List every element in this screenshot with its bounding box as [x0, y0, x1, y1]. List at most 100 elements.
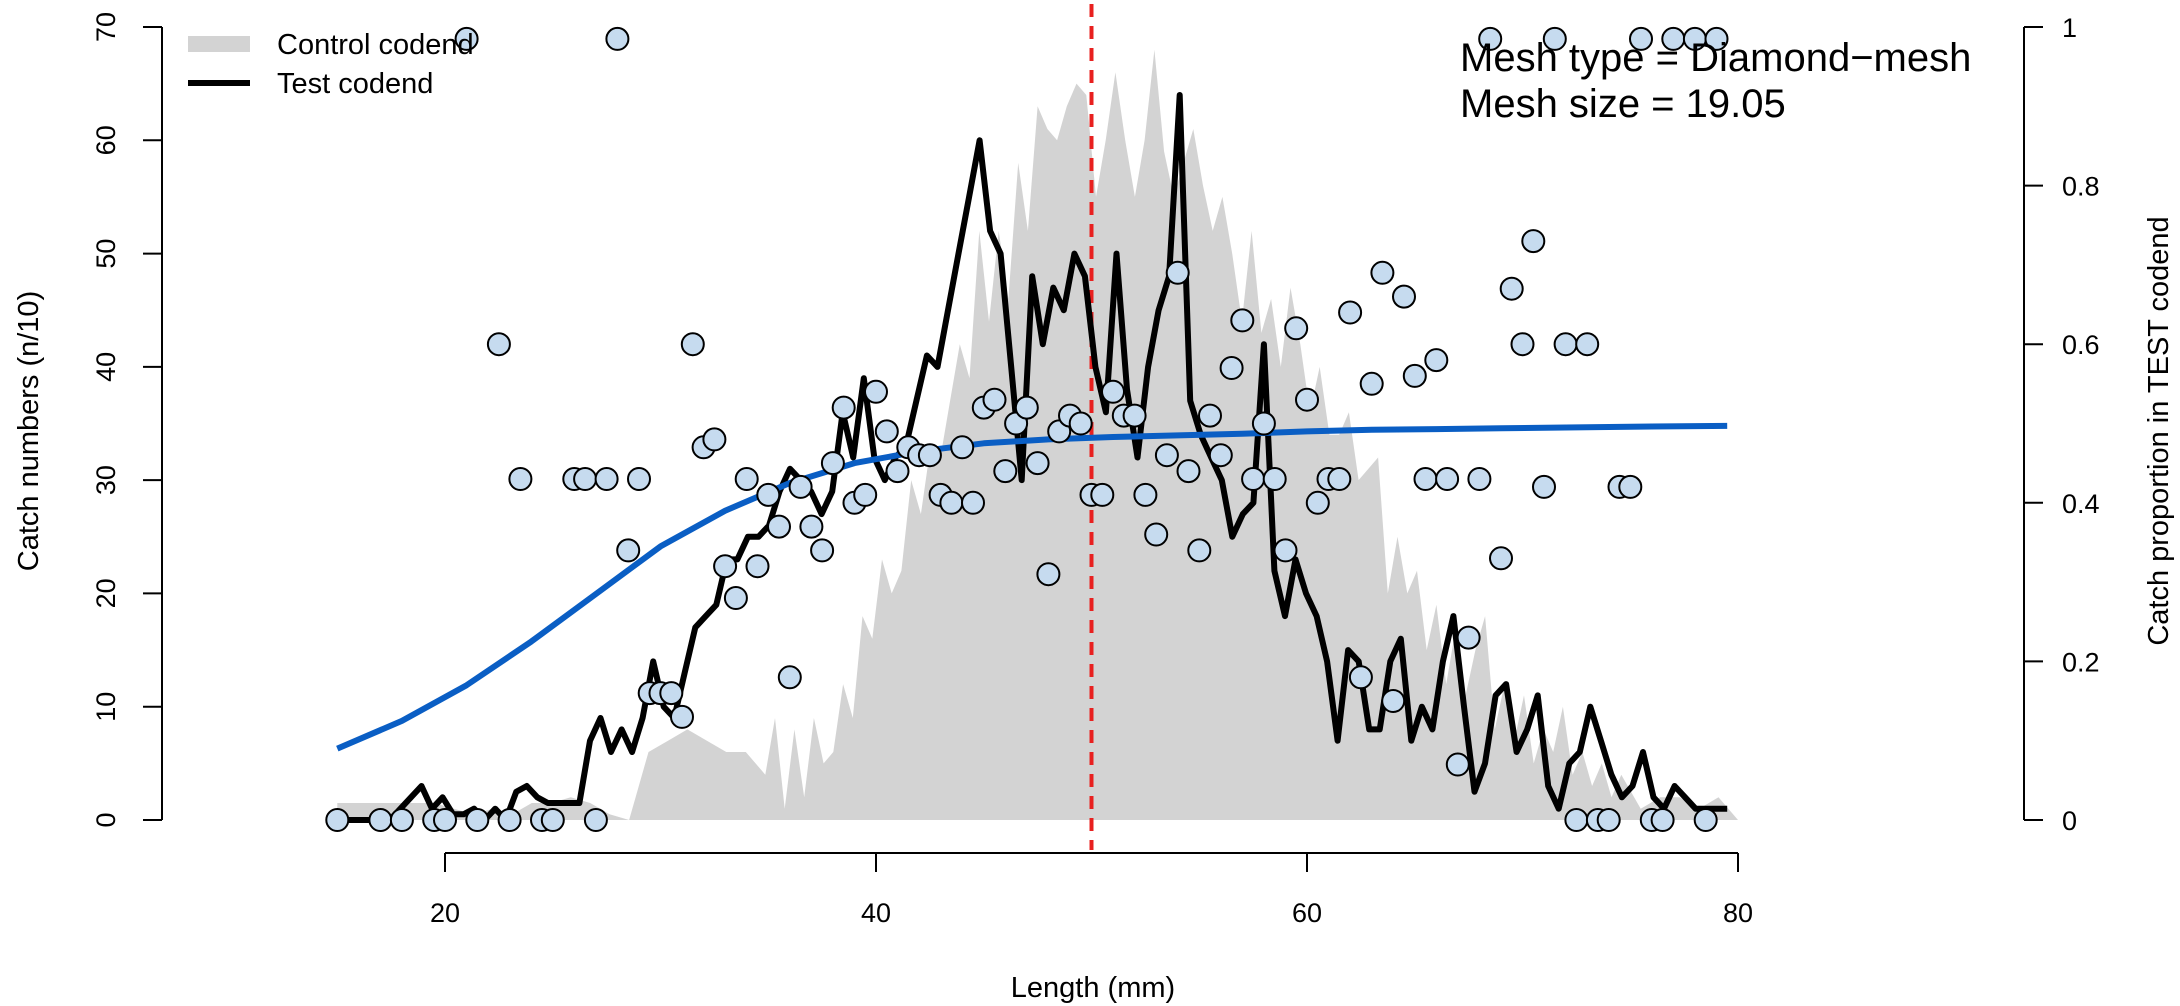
proportion-point [1693, 808, 1718, 832]
y-left-tick-label: 0 [91, 812, 121, 827]
proportion-point [1327, 467, 1352, 491]
proportion-point [950, 435, 975, 460]
proportion-point [1499, 276, 1524, 301]
test-codend-line [337, 92, 1728, 823]
proportion-point [1704, 26, 1729, 51]
proportion-point [605, 26, 630, 51]
proportion-point [1650, 808, 1675, 832]
y-left-tick-label: 60 [91, 125, 121, 155]
proportion-point [734, 467, 759, 491]
control-codend-area [337, 49, 1738, 820]
proportion-point [1392, 284, 1416, 309]
y-right-tick-label: 0 [2062, 806, 2077, 836]
y-right-tick-label: 1 [2062, 13, 2077, 43]
y-right-tick-label: 0.4 [2062, 489, 2100, 519]
y-left-tick-label: 40 [91, 352, 121, 382]
proportion-point [1165, 260, 1190, 285]
proportion-point [1542, 26, 1567, 51]
proportion-point [993, 459, 1018, 484]
proportion-point [756, 482, 781, 507]
proportion-point [454, 26, 479, 51]
proportion-point [1295, 387, 1319, 412]
proportion-point [508, 467, 533, 491]
proportion-point [1348, 665, 1373, 690]
proportion-point [1101, 379, 1125, 404]
proportion-point [583, 808, 608, 832]
proportion-point [939, 490, 964, 515]
proportion-point [831, 395, 856, 420]
proportion-point [1381, 689, 1406, 713]
proportion-point [325, 808, 350, 832]
proportion-point [853, 482, 878, 507]
proportion-point [1629, 26, 1653, 51]
proportion-point [1413, 467, 1438, 491]
proportion-point [1036, 562, 1061, 587]
proportion-point [1456, 625, 1481, 650]
proportion-point [713, 554, 738, 579]
proportion-point [1402, 363, 1427, 388]
proportion-point [540, 808, 565, 832]
proportion-point [433, 808, 457, 832]
proportion-point [1187, 538, 1212, 563]
proportion-point [1122, 403, 1147, 428]
proportion-point [465, 808, 490, 832]
proportion-point [1338, 300, 1363, 325]
selectivity-curve [336, 422, 1728, 752]
proportion-point [1273, 538, 1298, 563]
proportion-point [1618, 474, 1643, 499]
proportion-point [1133, 482, 1158, 507]
proportion-point [1241, 467, 1266, 491]
proportion-point [799, 514, 824, 539]
proportion-point [702, 427, 727, 452]
proportion-point [659, 681, 684, 706]
proportion-point [1521, 229, 1546, 254]
y-right-tick-label: 0.6 [2062, 330, 2100, 360]
proportion-point [573, 467, 598, 491]
x-tick-label: 60 [1292, 898, 1322, 928]
proportion-point [810, 538, 835, 563]
legend-label-test: Test codend [277, 68, 433, 100]
proportion-point [1025, 451, 1050, 476]
proportion-point [1467, 467, 1492, 491]
proportion-point [1478, 26, 1503, 51]
proportion-point [864, 379, 888, 404]
proportion-point [1251, 411, 1276, 436]
proportion-point [1090, 482, 1115, 507]
x-axis-title: Length (mm) [1011, 972, 1175, 1004]
mesh-type-annotation: Mesh type = Diamond−mesh [1460, 36, 1971, 80]
proportion-point [1230, 308, 1255, 333]
proportion-point [368, 808, 393, 832]
y-left-tick-label: 50 [91, 239, 121, 269]
proportion-point [820, 451, 845, 476]
x-tick-label: 80 [1723, 898, 1753, 928]
proportion-point [1284, 316, 1309, 341]
proportion-point [1068, 411, 1093, 436]
proportion-point [745, 554, 770, 579]
proportion-point [1219, 356, 1244, 380]
proportion-point [497, 808, 522, 832]
proportion-point [680, 332, 705, 357]
proportion-point [982, 387, 1007, 412]
y-right-tick-label: 0.2 [2062, 647, 2100, 677]
proportion-point [788, 474, 813, 499]
y-axis-right-title: Catch proportion in TEST codend [2143, 216, 2175, 645]
proportion-point [1553, 332, 1578, 357]
proportion-point [1435, 467, 1460, 491]
legend-label-control: Control codend [277, 29, 474, 61]
proportion-point [1575, 332, 1600, 357]
proportion-point [723, 586, 748, 610]
proportion-point [767, 514, 791, 539]
proportion-point [961, 490, 985, 515]
mesh-size-annotation: Mesh size = 19.05 [1460, 82, 1786, 126]
proportion-point [1208, 443, 1233, 468]
proportion-point [627, 467, 651, 491]
proportion-point [1564, 808, 1589, 832]
proportion-point [1424, 348, 1449, 373]
proportion-point [1154, 443, 1179, 468]
proportion-point [1445, 752, 1470, 777]
proportion-point [1014, 395, 1039, 420]
y-left-tick-label: 10 [91, 692, 121, 722]
x-tick-label: 20 [430, 898, 460, 928]
proportion-point [874, 419, 899, 444]
